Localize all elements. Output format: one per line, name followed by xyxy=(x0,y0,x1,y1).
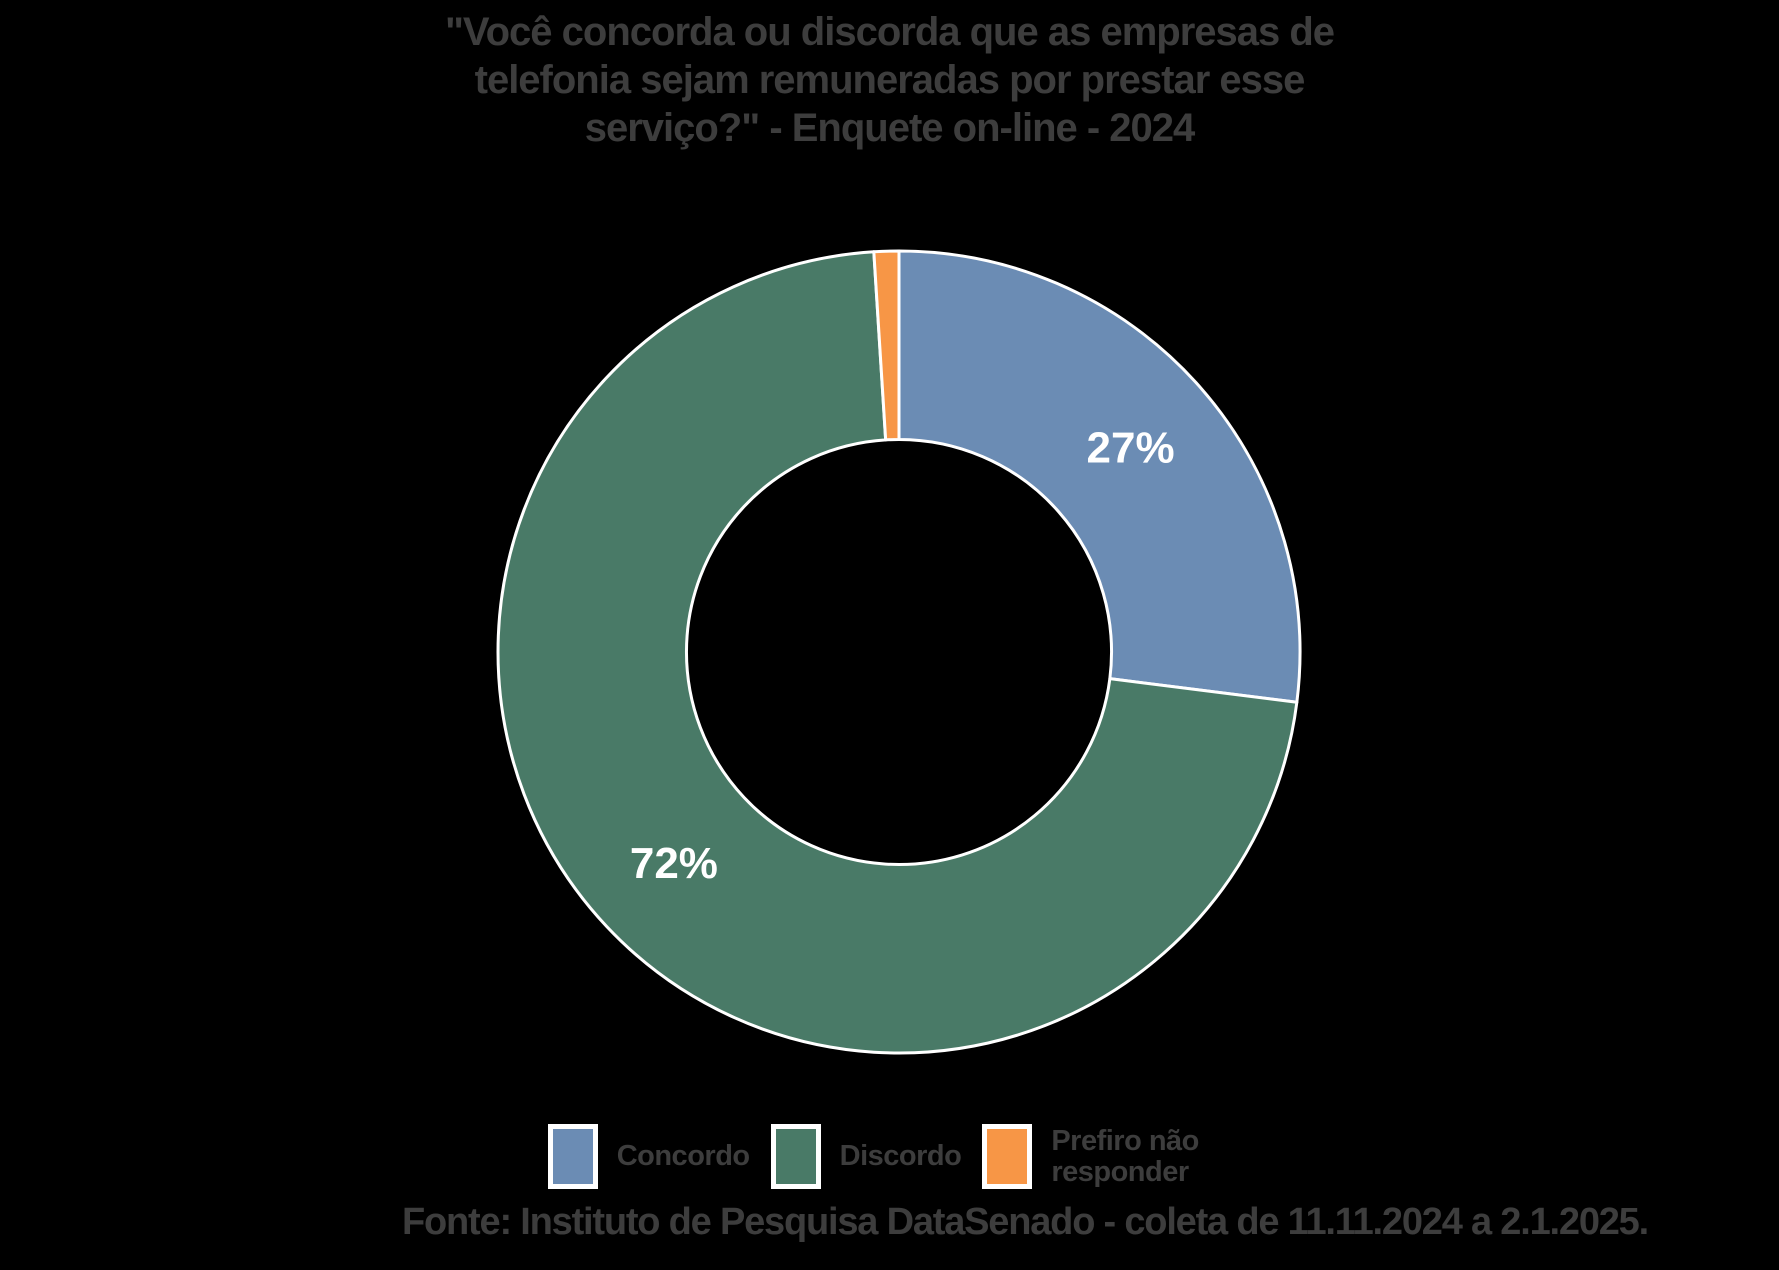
chart-title-line-3: serviço?" - Enquete on-line - 2024 xyxy=(584,106,1196,150)
chart-title-line-2: telefonia sejam remuneradas por prestar … xyxy=(474,58,1306,102)
legend-swatch-concordo xyxy=(547,1124,598,1189)
chart-title-line-1: "Você concorda ou discorda que as empres… xyxy=(444,10,1335,54)
legend-label-concordo: Concordo xyxy=(616,1140,750,1172)
legend-swatch-discordo xyxy=(770,1124,821,1189)
donut-slice-prefiro-n-o-responder xyxy=(872,249,901,442)
legend-swatch-prefiro-nao-responder xyxy=(982,1124,1033,1189)
source-footer: Fonte: Instituto de Pesquisa DataSenado … xyxy=(402,1201,1649,1243)
data-label-discordo: 72% xyxy=(630,839,718,888)
donut-slice-concordo xyxy=(897,249,1302,704)
legend-label-discordo: Discordo xyxy=(839,1140,962,1172)
chart-legend: Concordo Discordo Prefiro não responder xyxy=(0,1124,1779,1189)
data-label-concordo: 27% xyxy=(1087,423,1175,472)
chart-title: "Você concorda ou discorda que as empres… xyxy=(0,8,1779,152)
legend-label-prefiro-nao-responder: Prefiro não responder xyxy=(1051,1124,1199,1188)
donut-slice-discordo xyxy=(496,250,1299,1055)
legend-item-prefiro-nao-responder: Prefiro não responder xyxy=(982,1124,1231,1189)
legend-item-concordo: Concordo xyxy=(547,1124,750,1189)
legend-item-discordo: Discordo xyxy=(770,1124,962,1189)
